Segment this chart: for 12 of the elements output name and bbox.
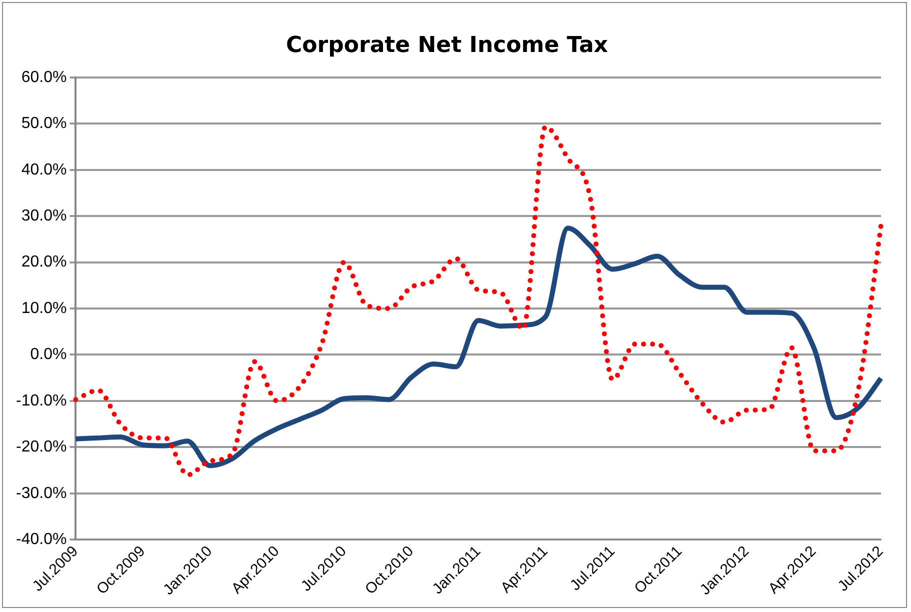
chart-title: Corporate Net Income Tax <box>286 32 608 58</box>
y-tick-label: -40.0% <box>16 531 67 548</box>
y-tick-label: 40.0% <box>21 161 67 178</box>
y-tick-label: -10.0% <box>16 392 67 410</box>
y-tick-label: 50.0% <box>21 115 67 132</box>
y-tick-label: 60.0% <box>21 68 67 86</box>
y-tick-label: -30.0% <box>16 484 67 502</box>
y-tick-label: 10.0% <box>21 300 67 317</box>
y-tick-label: 20.0% <box>21 254 67 271</box>
y-tick-label: 0.0% <box>30 346 67 364</box>
y-tick-label: 30.0% <box>21 207 67 224</box>
y-tick-label: -20.0% <box>16 438 67 456</box>
